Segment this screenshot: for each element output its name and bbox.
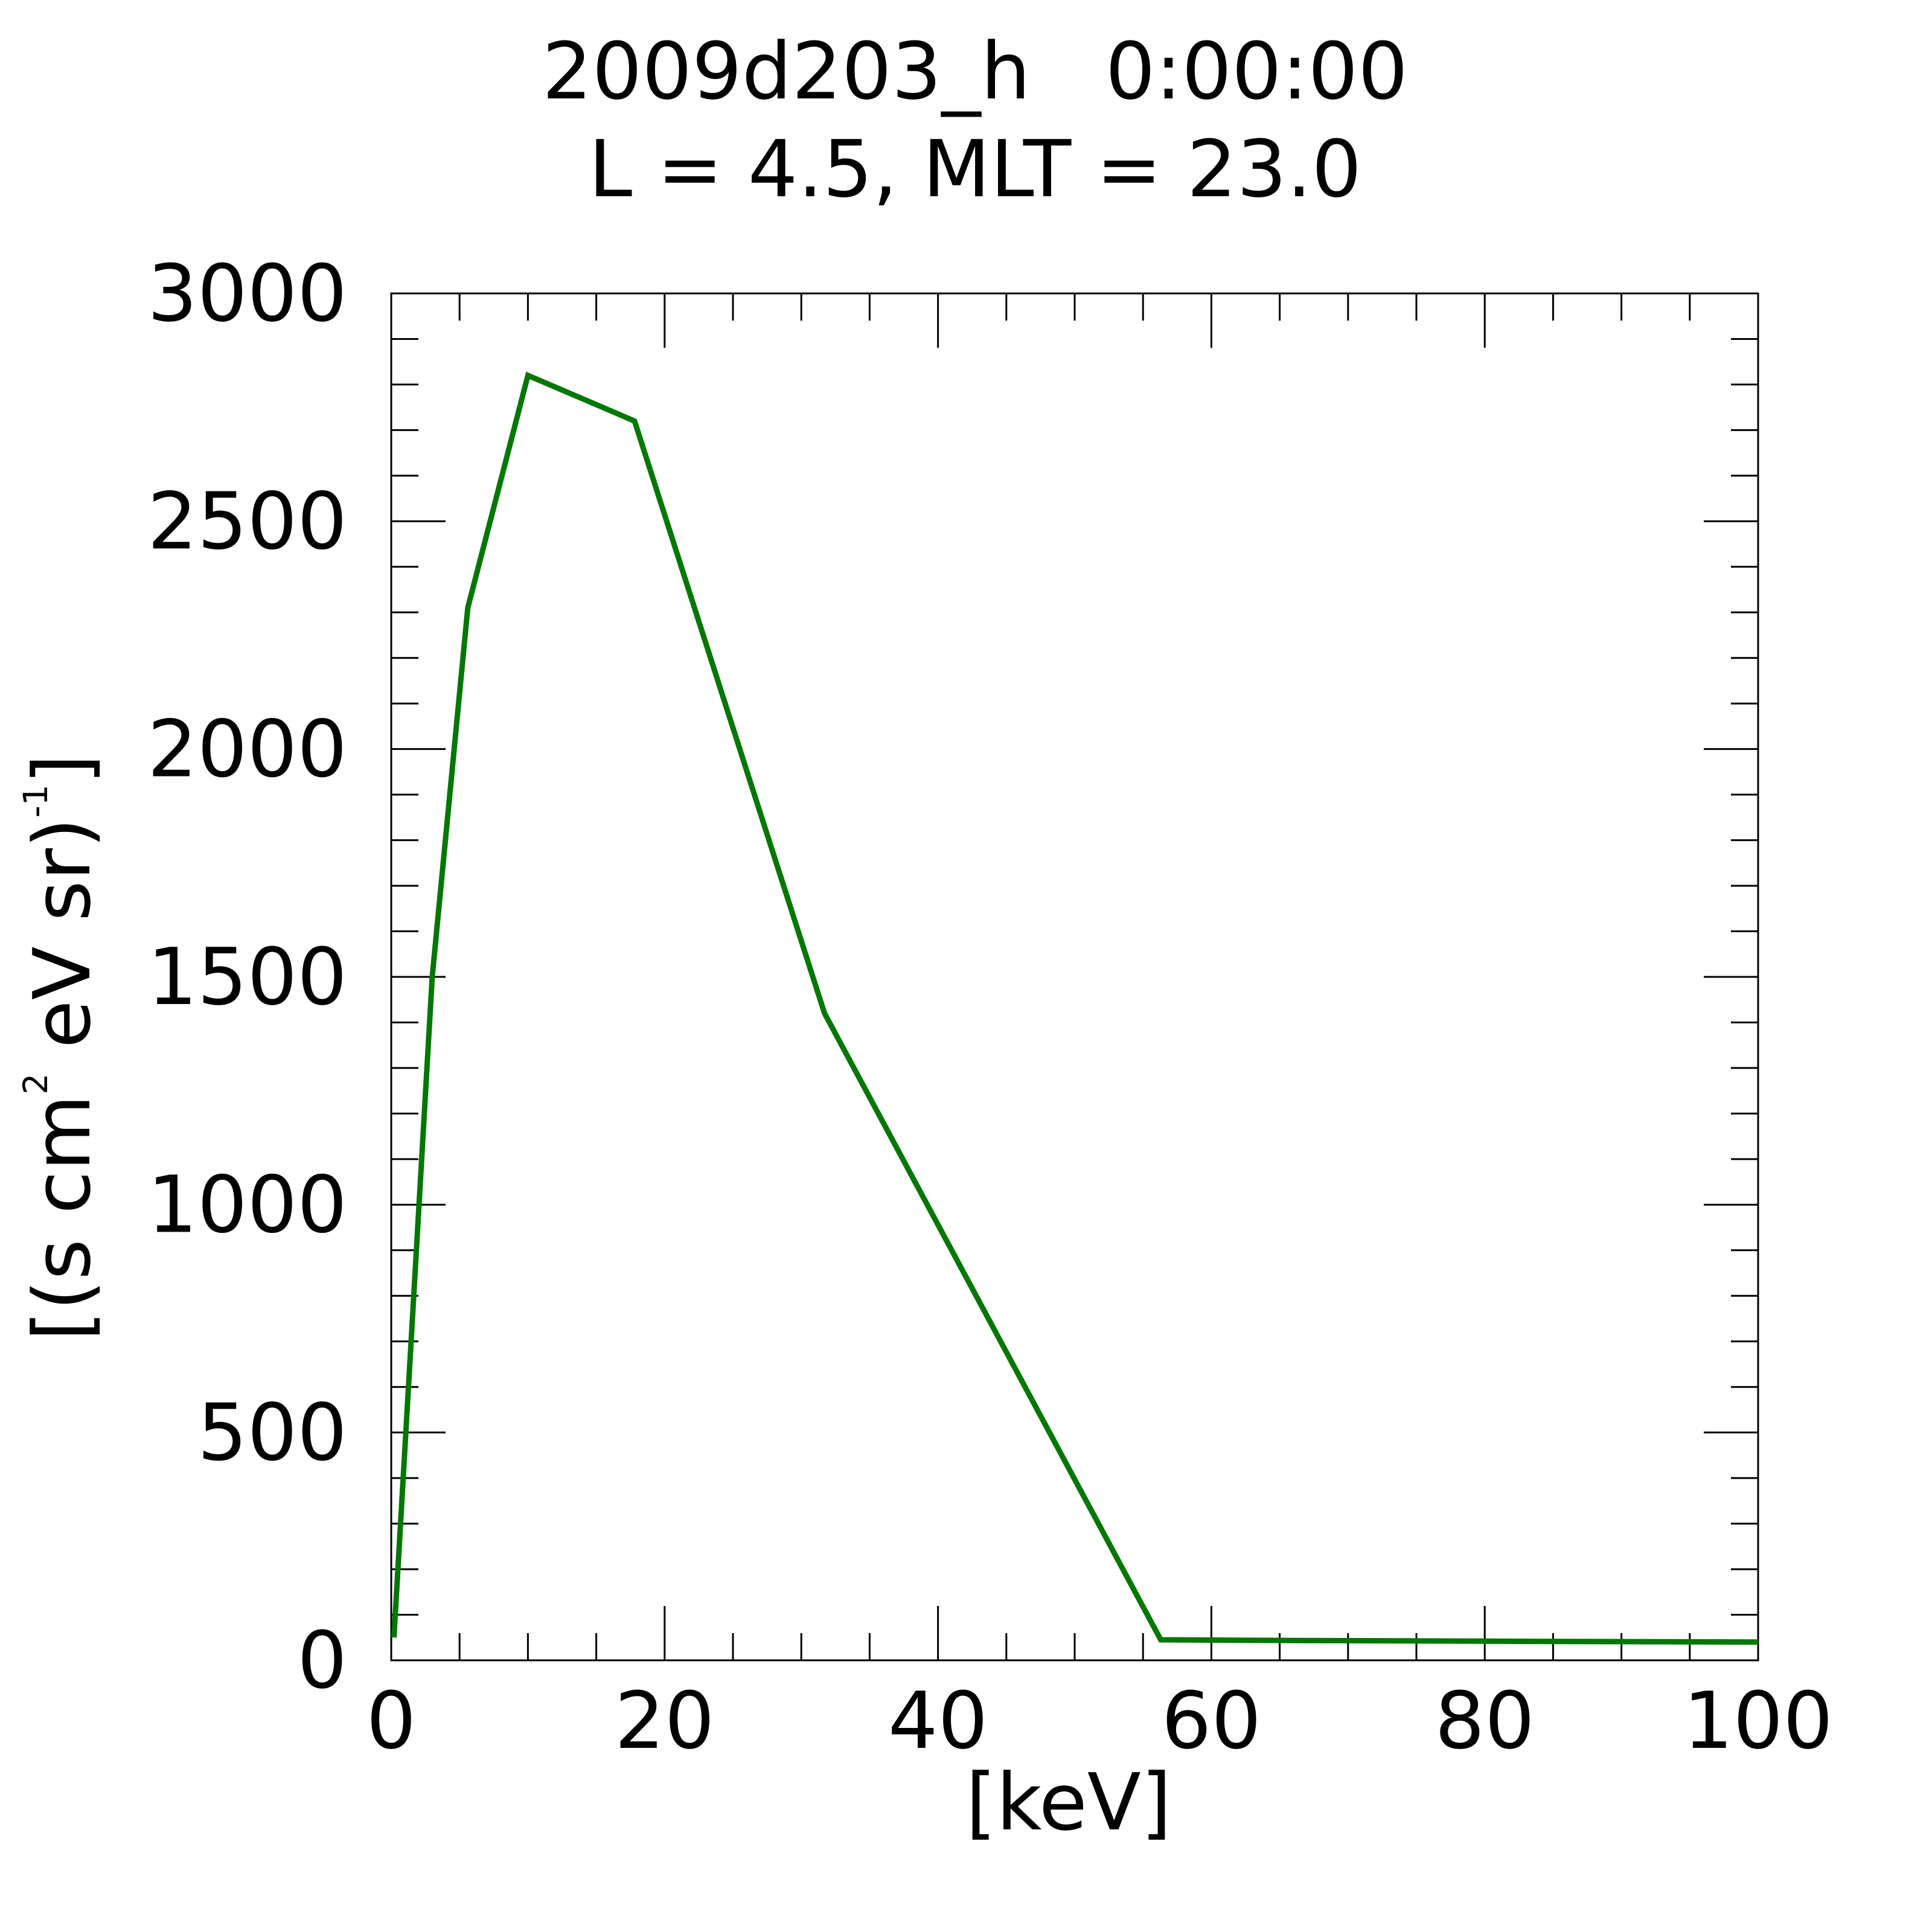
- y-axis-label-post: ]: [16, 754, 108, 785]
- y-axis-label-mid: eV sr): [16, 817, 108, 1073]
- y-tick-label: 2500: [147, 475, 347, 567]
- y-tick-label: 1500: [147, 931, 347, 1023]
- y-tick-label: 3000: [147, 248, 347, 339]
- x-axis-label: [keV]: [966, 1756, 1172, 1848]
- y-tick-label: 1000: [147, 1159, 347, 1250]
- y-axis-label-pre: [(s cm: [16, 1095, 108, 1342]
- y-tick-labels: 0 500 1000 1500 2000 2500 3000: [147, 248, 347, 1706]
- x-tick-marks: [390, 293, 1759, 1660]
- y-tick-label: 0: [297, 1614, 347, 1706]
- x-tick-label: 80: [1435, 1675, 1534, 1767]
- plot-frame: [390, 292, 1759, 1662]
- y-tick-label: 2000: [147, 703, 347, 795]
- x-tick-label: 100: [1683, 1675, 1833, 1767]
- chart-subtitle: L = 4.5, MLT = 23.0: [589, 123, 1362, 215]
- series-line: [391, 371, 1759, 1645]
- x-tick-label: 60: [1162, 1675, 1261, 1767]
- y-axis-label-sup1: 2: [16, 1073, 55, 1095]
- plot-border: [390, 292, 1759, 1662]
- x-tick-label: 40: [888, 1675, 988, 1767]
- x-tick-labels: 0 20 40 60 80 100: [366, 1675, 1833, 1767]
- y-axis-label-sup2: -1: [16, 784, 55, 817]
- y-tick-label: 500: [197, 1387, 347, 1479]
- y-axis-label: [(s cm2 eV sr)-1]: [16, 754, 108, 1342]
- x-tick-label: 20: [615, 1675, 714, 1767]
- y-tick-marks: [391, 292, 1758, 1662]
- chart-title: 2009d203_h 0:00:00: [542, 25, 1408, 117]
- x-tick-label: 0: [366, 1675, 417, 1767]
- series-layer: [391, 371, 1759, 1645]
